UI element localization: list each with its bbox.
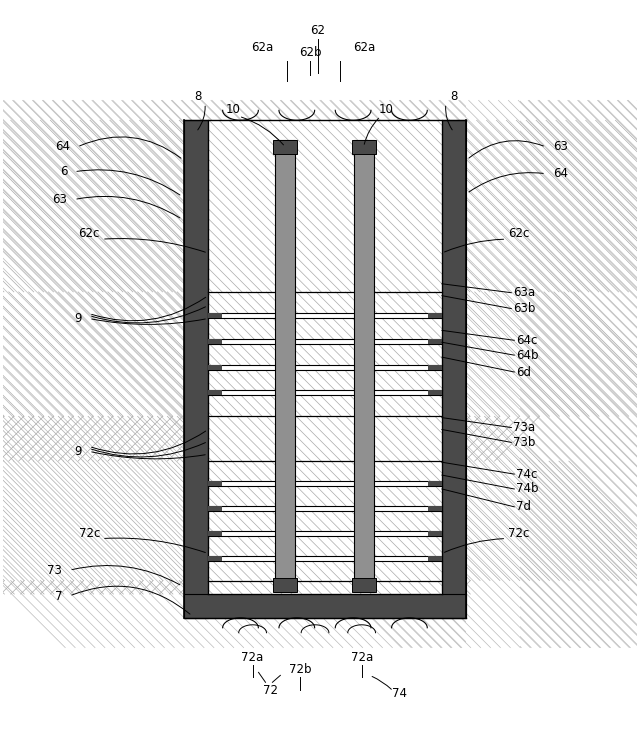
Text: 62b: 62b [299,46,321,59]
Text: 62a: 62a [252,41,274,55]
Bar [442,120,466,618]
Text: 73a: 73a [513,421,536,434]
Bar [428,313,442,317]
Text: 6d: 6d [516,365,531,379]
Text: 62c: 62c [79,227,100,240]
Bar [208,580,442,594]
Bar [352,140,376,154]
Text: 10: 10 [379,103,394,116]
Text: 72b: 72b [289,663,312,676]
Bar [354,140,374,592]
Text: 64b: 64b [516,349,539,362]
Text: 64c: 64c [516,334,538,347]
Bar [208,531,442,536]
Text: 9: 9 [75,444,82,458]
Text: 7d: 7d [516,500,531,513]
Bar [208,365,222,370]
Text: 63a: 63a [513,286,536,300]
Text: 64: 64 [553,167,568,180]
Bar [428,556,442,560]
Bar [208,338,442,344]
Text: 72: 72 [263,684,278,697]
Bar [428,338,442,344]
Bar [273,578,297,592]
Text: 72c: 72c [508,527,530,540]
Bar [428,391,442,395]
Bar [208,338,222,344]
Bar [208,416,442,461]
Bar [208,580,442,594]
Bar [208,292,442,416]
Text: 64: 64 [55,140,70,153]
Bar [208,391,442,395]
Bar [466,100,520,648]
Text: 8: 8 [450,90,458,103]
Text: 63: 63 [52,193,67,206]
Bar [208,416,442,461]
Bar [130,100,184,648]
Bar [208,481,442,486]
Text: 72a: 72a [351,651,372,664]
Bar [208,506,222,511]
Text: 73b: 73b [513,436,536,449]
Bar [275,140,295,592]
Bar [428,481,442,486]
Bar [208,556,442,560]
Text: 73: 73 [47,564,62,577]
Text: 74b: 74b [516,483,539,495]
Text: 62c: 62c [508,227,530,240]
Text: 7: 7 [55,589,62,603]
Text: 9: 9 [75,312,82,325]
Text: 6: 6 [60,165,67,179]
Bar [208,556,222,560]
Bar [208,313,222,317]
Bar [208,391,222,395]
Text: 8: 8 [195,90,202,103]
Bar [428,506,442,511]
Bar [184,120,208,618]
Bar [208,313,442,317]
Text: 74: 74 [392,686,407,700]
Bar [428,365,442,370]
Bar [208,506,442,511]
Text: 63b: 63b [513,302,536,315]
Text: 62a: 62a [353,41,376,55]
Text: 62: 62 [310,25,326,37]
Text: 72c: 72c [79,527,100,540]
Text: 72a: 72a [241,651,264,664]
Text: 63: 63 [553,140,568,153]
Bar [352,578,376,592]
Bar [184,594,466,618]
Bar [208,461,442,580]
Bar [208,365,442,370]
Bar [428,531,442,536]
Bar [208,531,222,536]
Text: 74c: 74c [516,468,538,480]
Bar [208,481,222,486]
Bar [273,140,297,154]
Text: 10: 10 [225,103,240,116]
Bar [208,120,442,292]
